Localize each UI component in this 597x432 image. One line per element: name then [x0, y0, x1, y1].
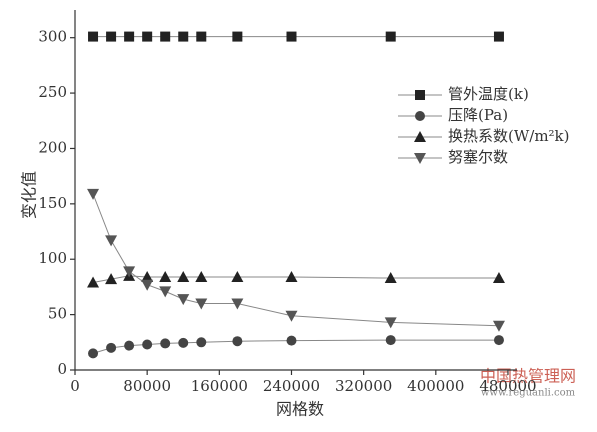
- marker: [177, 270, 190, 282]
- x-tick-label: 480000: [479, 377, 536, 395]
- marker: [231, 298, 244, 310]
- marker: [492, 320, 505, 332]
- marker: [384, 272, 397, 284]
- legend-label: 管外温度(k): [448, 85, 529, 103]
- marker: [178, 337, 189, 348]
- marker: [124, 31, 135, 42]
- marker: [493, 31, 504, 42]
- marker: [195, 298, 208, 310]
- y-tick-label: 300: [38, 28, 67, 46]
- watermark-url: www.reguanli.com: [481, 388, 576, 399]
- marker: [285, 270, 298, 282]
- marker: [231, 270, 244, 282]
- marker: [88, 348, 99, 359]
- marker: [385, 31, 396, 42]
- marker: [105, 273, 118, 285]
- marker: [384, 317, 397, 329]
- marker: [286, 31, 297, 42]
- marker: [141, 279, 154, 291]
- watermark-name: 中国热管理网: [480, 367, 576, 386]
- legend-label: 换热系数(W/m²k): [448, 127, 570, 145]
- x-tick-label: 400000: [407, 377, 464, 395]
- marker: [385, 335, 396, 346]
- marker: [415, 111, 425, 121]
- x-tick-label: 0: [70, 377, 80, 395]
- x-tick-label: 240000: [263, 377, 320, 395]
- marker: [285, 310, 298, 322]
- y-tick-label: 250: [38, 83, 67, 101]
- marker: [195, 270, 208, 282]
- marker: [160, 31, 171, 42]
- legend-label: 努塞尔数: [448, 148, 508, 166]
- legend-label: 压降(Pa): [448, 106, 508, 124]
- y-tick-label: 100: [38, 249, 67, 267]
- marker: [105, 235, 118, 247]
- marker: [177, 294, 190, 306]
- marker: [492, 272, 505, 284]
- marker: [414, 131, 426, 142]
- marker: [159, 286, 172, 298]
- marker: [286, 335, 297, 346]
- marker: [87, 276, 100, 288]
- y-axis-label: 变化值: [20, 171, 39, 219]
- marker: [414, 153, 426, 164]
- marker: [106, 31, 117, 42]
- marker: [493, 335, 504, 346]
- marker: [88, 31, 99, 42]
- marker: [232, 336, 243, 347]
- marker: [196, 337, 207, 348]
- series-line: [92, 193, 499, 327]
- x-tick-label: 80000: [123, 377, 171, 395]
- y-tick-label: 50: [48, 305, 67, 323]
- marker: [123, 266, 136, 278]
- marker: [232, 31, 243, 42]
- y-tick-label: 150: [38, 194, 67, 212]
- marker: [124, 340, 135, 351]
- marker: [141, 270, 154, 282]
- y-tick-label: 0: [57, 360, 67, 378]
- x-tick-label: 320000: [335, 377, 392, 395]
- x-tick-label: 160000: [191, 377, 248, 395]
- marker: [159, 270, 172, 282]
- marker: [142, 339, 153, 350]
- marker: [415, 90, 425, 100]
- x-axis-label: 网格数: [276, 400, 324, 419]
- marker: [196, 31, 207, 42]
- marker: [106, 342, 117, 353]
- y-tick-label: 200: [38, 138, 67, 156]
- marker: [178, 31, 189, 42]
- marker: [87, 188, 100, 200]
- marker: [160, 338, 171, 349]
- marker: [142, 31, 153, 42]
